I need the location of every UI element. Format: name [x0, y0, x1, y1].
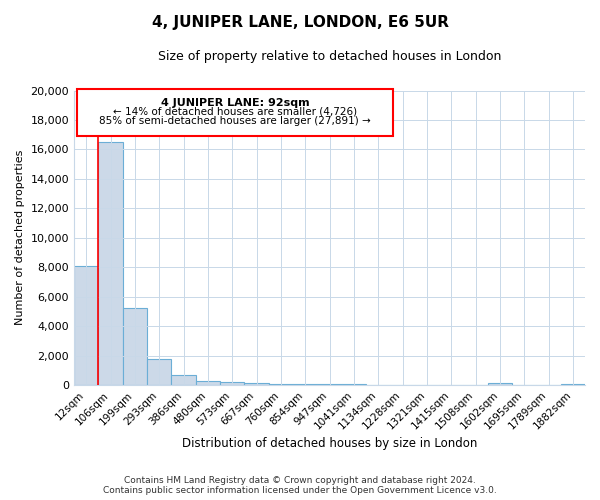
Bar — [293, 384, 317, 385]
Bar — [244, 384, 269, 385]
Bar — [317, 384, 341, 385]
Bar — [341, 384, 366, 385]
Title: Size of property relative to detached houses in London: Size of property relative to detached ho… — [158, 50, 501, 63]
Bar — [220, 382, 244, 385]
Text: 4, JUNIPER LANE, LONDON, E6 5UR: 4, JUNIPER LANE, LONDON, E6 5UR — [151, 15, 449, 30]
Bar — [123, 308, 147, 385]
Text: Contains public sector information licensed under the Open Government Licence v3: Contains public sector information licen… — [103, 486, 497, 495]
FancyBboxPatch shape — [77, 89, 394, 136]
Bar — [560, 384, 585, 385]
Bar — [74, 266, 98, 385]
Bar — [147, 360, 172, 385]
Bar — [196, 381, 220, 385]
Text: 85% of semi-detached houses are larger (27,891) →: 85% of semi-detached houses are larger (… — [99, 116, 371, 126]
Bar — [172, 374, 196, 385]
Bar — [269, 384, 293, 385]
Text: 4 JUNIPER LANE: 92sqm: 4 JUNIPER LANE: 92sqm — [161, 98, 310, 108]
Bar — [98, 142, 123, 385]
Bar — [488, 383, 512, 385]
Text: ← 14% of detached houses are smaller (4,726): ← 14% of detached houses are smaller (4,… — [113, 107, 357, 117]
Y-axis label: Number of detached properties: Number of detached properties — [15, 150, 25, 326]
Text: Contains HM Land Registry data © Crown copyright and database right 2024.: Contains HM Land Registry data © Crown c… — [124, 476, 476, 485]
X-axis label: Distribution of detached houses by size in London: Distribution of detached houses by size … — [182, 437, 477, 450]
